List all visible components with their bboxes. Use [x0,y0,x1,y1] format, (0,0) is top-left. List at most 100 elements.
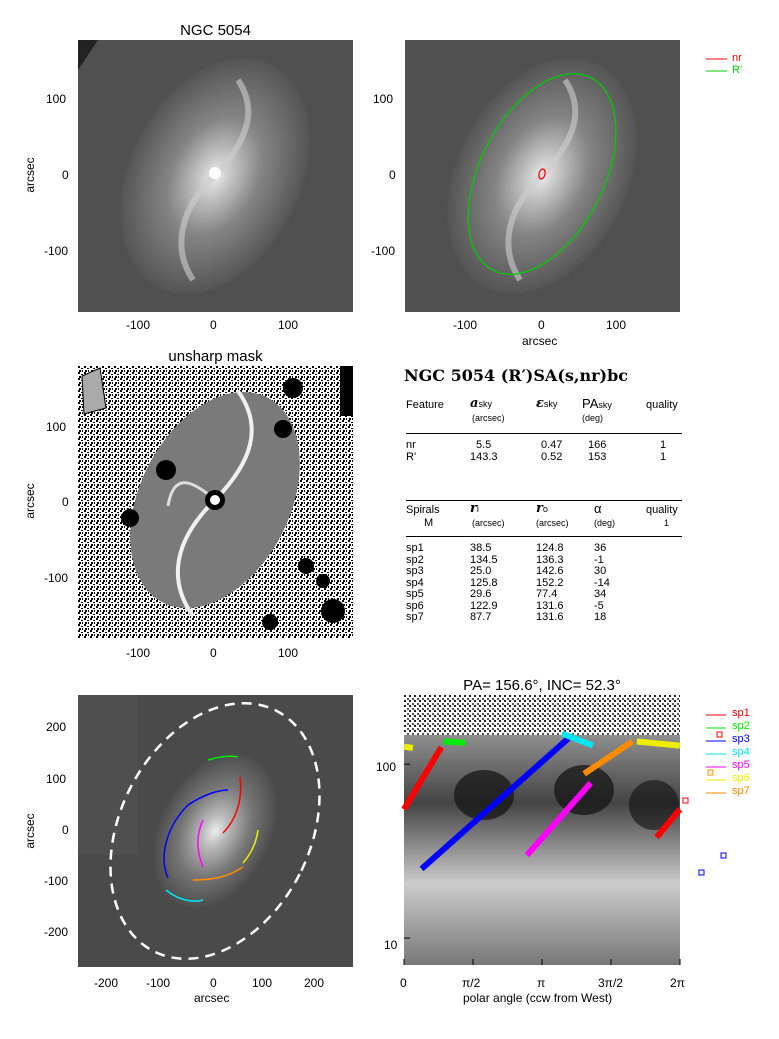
rings-col-a-unit: (arcsec) [472,413,505,423]
polar-legend-sp3: sp3 [732,733,750,745]
polar-legend-sp7: sp7 [732,785,750,797]
spirals-col-ro: ro [536,501,548,516]
image-ytick-100: 100 [46,92,67,106]
spirals-image-ytick-neg200: -200 [44,925,69,939]
unsharp-panel-title: unsharp mask [168,348,263,365]
spiral-row-sp4-name: sp4 [406,576,424,589]
spiral-row-sp5-ro: 77.4 [536,588,558,600]
spiral-row-sp5-name: sp5 [406,588,424,600]
fits-legend-rprime: R' [732,64,743,76]
spiral-row-sp1-alpha: 36 [594,542,607,554]
spiral-row-sp3-alpha: 30 [594,565,607,577]
spiral-row-sp4-ri: 125.8 [470,576,498,589]
spirals-image-ylabel: arcsec [23,813,37,849]
fits-xtick-neg100: -100 [453,318,478,332]
spiral-sp6-arc [242,829,259,864]
fits-xlabel: arcsec [522,334,558,348]
spirals-col-name: Spirals [406,504,440,516]
galaxy-image [78,40,353,312]
polar-ytick-100: 100 [376,760,397,774]
spiral-row-sp2-ro: 136.3 [536,553,564,566]
spirals-image-xtick-0: 0 [210,976,217,990]
unsharp-xtick-neg100: -100 [126,646,151,660]
unsharp-xtick-0: 0 [210,646,217,660]
spirals-image-xtick-neg200: -200 [94,976,119,990]
spirals-col-ri-unit: (arcsec) [472,518,505,528]
spirals-top-rule [406,500,682,501]
spiral-row-sp6-ro: 131.6 [536,599,564,612]
rings-col-a: asky [470,396,492,411]
spirals-col-m: M [424,517,434,529]
spirals-col-quality-val: 1 [664,518,670,528]
fits-ytick-100: 100 [373,92,394,106]
spiral-row-sp5-ri: 29.6 [470,588,492,600]
polar-xtick-2pi: 2π [670,976,685,990]
image-ylabel: arcsec [23,157,37,193]
spirals-table: Spirals M ri (arcsec) ro (arcsec) α (deg… [406,501,682,643]
polar-legend-sp5: sp5 [732,759,750,771]
polar-legend-sp6: sp6 [732,772,750,784]
spirals-col-ri: ri [470,501,479,516]
polar-plot-bg [404,695,680,965]
ring-nr-quality: 1 [660,439,667,451]
fit-ellipse-nr [538,168,546,180]
image-xtick-100: 100 [278,318,299,332]
image-xtick-neg100: -100 [126,318,151,332]
spiral-row-sp5-alpha: 34 [594,588,607,600]
rings-col-pa: PAsky [582,396,612,411]
fits-image [405,40,680,312]
spirals-image-xlabel: arcsec [194,991,230,1005]
rings-col-quality: quality [646,399,678,411]
spiral-row-sp2-ri: 134.5 [470,553,498,566]
spiral-row-sp4-ro: 152.2 [536,576,564,589]
fits-xtick-0: 0 [538,318,545,332]
unsharp-image-svg [78,366,353,638]
polar-legend-sp1: sp1 [732,707,750,719]
ring-rprime-a: 143.3 [470,451,498,463]
spirals-image-ytick-200: 200 [46,720,67,734]
spiral-row-sp7-ri: 87.7 [470,611,492,623]
spiral-row-sp1-ro: 124.8 [536,542,564,554]
spirals-image-ytick-0: 0 [62,823,69,837]
fits-legend-nr: nr [732,52,742,64]
ring-nr-eps: 0.47 [541,439,563,451]
spiral-sp1-arc [222,776,242,834]
spiral-sp3-arc [163,789,229,879]
unsharp-ytick-neg100: -100 [44,571,69,585]
spiral-row-sp1-name: sp1 [406,542,424,554]
polar-plot-svg [404,695,680,965]
spiral-row-sp7-alpha: 18 [594,611,607,623]
spiral-row-sp7-name: sp7 [406,611,424,623]
spiral-row-sp3-ro: 142.6 [536,565,564,577]
ring-nr-pa: 166 [588,439,607,451]
polar-legend-sp2: sp2 [732,720,750,732]
fits-xtick-100: 100 [606,318,627,332]
rings-table: Feature asky (arcsec) εsky PAsky (deg) q… [406,396,682,468]
spirals-rule [406,536,682,537]
unsharp-ytick-100: 100 [46,420,67,434]
fits-ytick-neg100: -100 [371,244,396,258]
spiral-row-sp2-name: sp2 [406,553,424,566]
polar-xlabel: polar angle (ccw from West) [463,991,613,1005]
ring-rprime-pa: 153 [588,451,607,463]
unsharp-xtick-100: 100 [278,646,299,660]
spirals-image-xtick-100: 100 [252,976,273,990]
spiral-sp7-arc [192,866,244,881]
spiral-row-sp3-ri: 25.0 [470,565,492,577]
image-ytick-neg100: -100 [44,244,69,258]
spirals-image-ytick-neg100: -100 [44,874,69,888]
spirals-image-xtick-neg100: -100 [146,976,171,990]
spiral-row-sp6-alpha: -5 [594,599,604,612]
unsharp-image [78,366,353,638]
spiral-row-sp2-alpha: -1 [594,553,604,566]
spirals-image-ytick-100: 100 [46,772,67,786]
fit-ellipse-rprime [467,73,617,275]
polar-legend-sp4: sp4 [732,746,750,758]
rings-col-eps: εsky [536,396,558,411]
spirals-image-svg [78,695,353,967]
spirals-col-ro-unit: (arcsec) [536,518,569,528]
spiral-row-sp4-alpha: -14 [594,576,610,589]
spirals-col-alpha-unit: (deg) [594,518,616,528]
polar-xtick-3pi-half: 3π/2 [598,976,623,990]
image-xtick-0: 0 [210,318,217,332]
